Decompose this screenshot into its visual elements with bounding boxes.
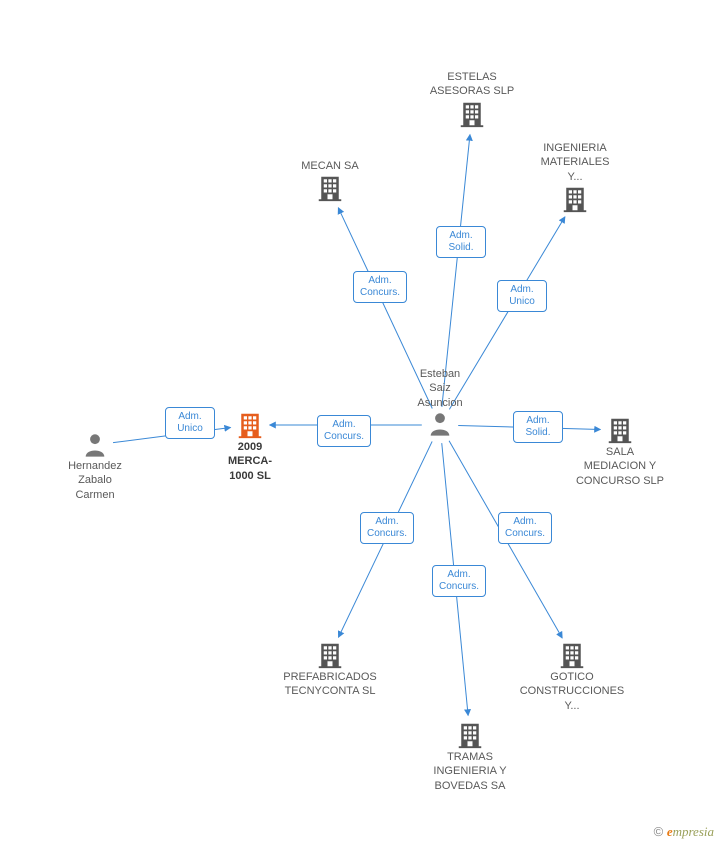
edge-label: Adm.Solid. [513,411,563,443]
person-icon [35,431,155,459]
building-icon [560,415,680,445]
edge-label: Adm.Unico [165,407,215,439]
edge-label: Adm.Unico [497,280,547,312]
copyright-symbol: © [654,824,664,839]
edge-label: Adm.Concurs. [432,565,486,597]
building-icon [270,640,390,670]
node-label: SALAMEDIACION YCONCURSO SLP [560,445,680,488]
node-ingenieria[interactable]: INGENIERIAMATERIALESY... [515,141,635,214]
node-gotico[interactable]: GOTICOCONSTRUCCIONESY... [512,640,632,713]
building-icon [270,173,390,203]
person-icon [380,410,500,438]
node-label: TRAMASINGENIERIA YBOVEDAS SA [410,750,530,793]
node-prefab[interactable]: PREFABRICADOSTECNYCONTA SL [270,640,390,699]
node-hernandez[interactable]: HernandezZabaloCarmen [35,431,155,502]
building-icon [410,720,530,750]
node-label: HernandezZabaloCarmen [35,459,155,502]
building-icon [512,640,632,670]
building-icon [412,99,532,129]
node-label: PREFABRICADOSTECNYCONTA SL [270,670,390,699]
node-label: ESTELASASESORAS SLP [412,70,532,99]
edge-label: Adm.Solid. [436,226,486,258]
edge-label: Adm.Concurs. [498,512,552,544]
node-label: EstebanSaizAsuncion [380,367,500,410]
node-mecan[interactable]: MECAN SA [270,159,390,203]
building-icon [515,184,635,214]
node-esteban[interactable]: EstebanSaizAsuncion [380,367,500,438]
edge-label: Adm.Concurs. [317,415,371,447]
node-sala[interactable]: SALAMEDIACION YCONCURSO SLP [560,415,680,488]
node-estelas[interactable]: ESTELASASESORAS SLP [412,70,532,129]
node-label: MECAN SA [270,159,390,173]
node-label: INGENIERIAMATERIALESY... [515,141,635,184]
node-label: 2009MERCA-1000 SL [190,440,310,483]
node-label: GOTICOCONSTRUCCIONESY... [512,670,632,713]
edge-label: Adm.Concurs. [360,512,414,544]
copyright: © empresia [654,824,714,840]
brand-rest: mpresia [673,824,714,839]
node-tramas[interactable]: TRAMASINGENIERIA YBOVEDAS SA [410,720,530,793]
edge-label: Adm.Concurs. [353,271,407,303]
